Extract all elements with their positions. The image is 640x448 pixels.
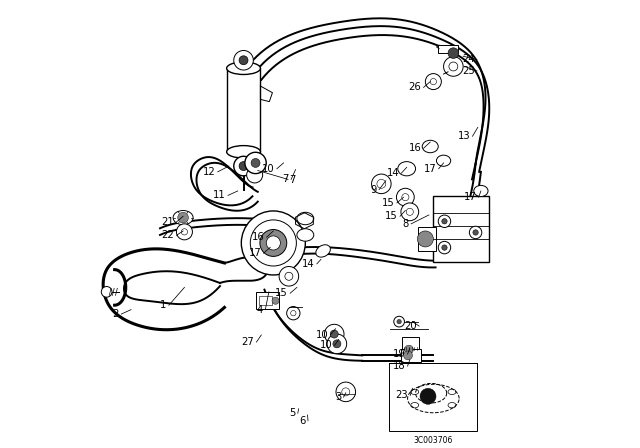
Text: 9: 9 — [371, 185, 377, 194]
Text: 7: 7 — [289, 175, 295, 185]
Circle shape — [448, 48, 459, 59]
Circle shape — [177, 224, 193, 240]
Text: 10: 10 — [320, 340, 332, 350]
Circle shape — [324, 324, 344, 344]
Text: 3C003706: 3C003706 — [413, 436, 452, 445]
Bar — [418, 227, 436, 251]
Circle shape — [401, 203, 419, 221]
Text: 15: 15 — [275, 288, 288, 298]
Ellipse shape — [316, 245, 330, 257]
Bar — [259, 296, 273, 305]
Circle shape — [404, 351, 412, 360]
Circle shape — [396, 188, 414, 206]
Circle shape — [327, 334, 347, 353]
Circle shape — [404, 345, 413, 354]
Text: 15: 15 — [385, 211, 398, 221]
Circle shape — [272, 297, 279, 304]
Circle shape — [417, 231, 433, 247]
Circle shape — [234, 156, 253, 176]
Circle shape — [438, 215, 451, 228]
Ellipse shape — [297, 212, 314, 225]
Ellipse shape — [474, 185, 488, 197]
Text: 22: 22 — [161, 230, 174, 241]
Ellipse shape — [297, 229, 314, 241]
Text: 10: 10 — [316, 330, 328, 340]
Text: 21: 21 — [161, 217, 174, 227]
Ellipse shape — [436, 155, 451, 166]
Text: 20: 20 — [404, 321, 417, 331]
Text: 19: 19 — [392, 349, 405, 359]
Ellipse shape — [422, 140, 438, 153]
Text: 23: 23 — [396, 390, 408, 401]
Text: 6: 6 — [300, 416, 306, 426]
Text: 16: 16 — [408, 143, 421, 153]
Circle shape — [426, 73, 442, 90]
Circle shape — [287, 306, 300, 320]
Circle shape — [397, 319, 401, 324]
Circle shape — [239, 56, 248, 65]
Circle shape — [442, 219, 447, 224]
Text: 14: 14 — [302, 259, 315, 269]
Bar — [255, 292, 278, 309]
Text: 17: 17 — [248, 248, 261, 258]
Circle shape — [336, 382, 356, 402]
Bar — [438, 45, 458, 53]
Ellipse shape — [173, 211, 193, 225]
Circle shape — [245, 152, 266, 174]
Bar — [389, 363, 477, 431]
Circle shape — [330, 330, 338, 338]
Text: 4: 4 — [257, 305, 263, 314]
Text: 24: 24 — [462, 54, 475, 65]
Circle shape — [239, 162, 248, 171]
Circle shape — [178, 212, 188, 223]
Circle shape — [279, 267, 299, 286]
Text: 16: 16 — [252, 232, 264, 242]
Ellipse shape — [406, 373, 417, 379]
Circle shape — [469, 226, 482, 239]
Text: 14: 14 — [387, 168, 399, 178]
Circle shape — [266, 236, 280, 250]
Bar — [401, 349, 421, 362]
Text: 18: 18 — [393, 361, 405, 371]
Ellipse shape — [398, 162, 415, 176]
Text: 8: 8 — [403, 219, 409, 229]
Circle shape — [420, 388, 436, 404]
Circle shape — [246, 167, 262, 183]
Ellipse shape — [227, 62, 260, 74]
Text: 2: 2 — [113, 309, 119, 319]
Circle shape — [438, 241, 451, 254]
Text: 15: 15 — [382, 198, 395, 208]
Text: 25: 25 — [462, 66, 475, 76]
Circle shape — [241, 211, 305, 275]
Text: 12: 12 — [203, 167, 216, 177]
Bar — [227, 68, 260, 152]
Circle shape — [372, 174, 391, 194]
Ellipse shape — [406, 399, 417, 404]
Text: 11: 11 — [213, 190, 226, 200]
Circle shape — [234, 51, 253, 70]
Bar — [433, 196, 489, 262]
Circle shape — [333, 340, 341, 348]
Text: 27: 27 — [241, 337, 254, 347]
Text: 17: 17 — [424, 164, 436, 174]
Circle shape — [101, 287, 112, 297]
Text: 10: 10 — [262, 164, 275, 174]
Text: 13: 13 — [458, 131, 470, 141]
Circle shape — [444, 57, 463, 76]
Circle shape — [251, 159, 260, 168]
Bar — [406, 376, 417, 402]
Bar — [402, 337, 419, 349]
Circle shape — [442, 245, 447, 250]
Circle shape — [260, 229, 287, 256]
Text: 7: 7 — [282, 174, 289, 185]
Text: 26: 26 — [408, 82, 421, 92]
Text: 3: 3 — [335, 392, 341, 402]
Text: 17: 17 — [464, 192, 476, 202]
Circle shape — [394, 316, 404, 327]
Text: 5: 5 — [289, 408, 296, 418]
Circle shape — [473, 230, 478, 235]
Text: 1: 1 — [160, 300, 166, 310]
Ellipse shape — [227, 146, 260, 158]
